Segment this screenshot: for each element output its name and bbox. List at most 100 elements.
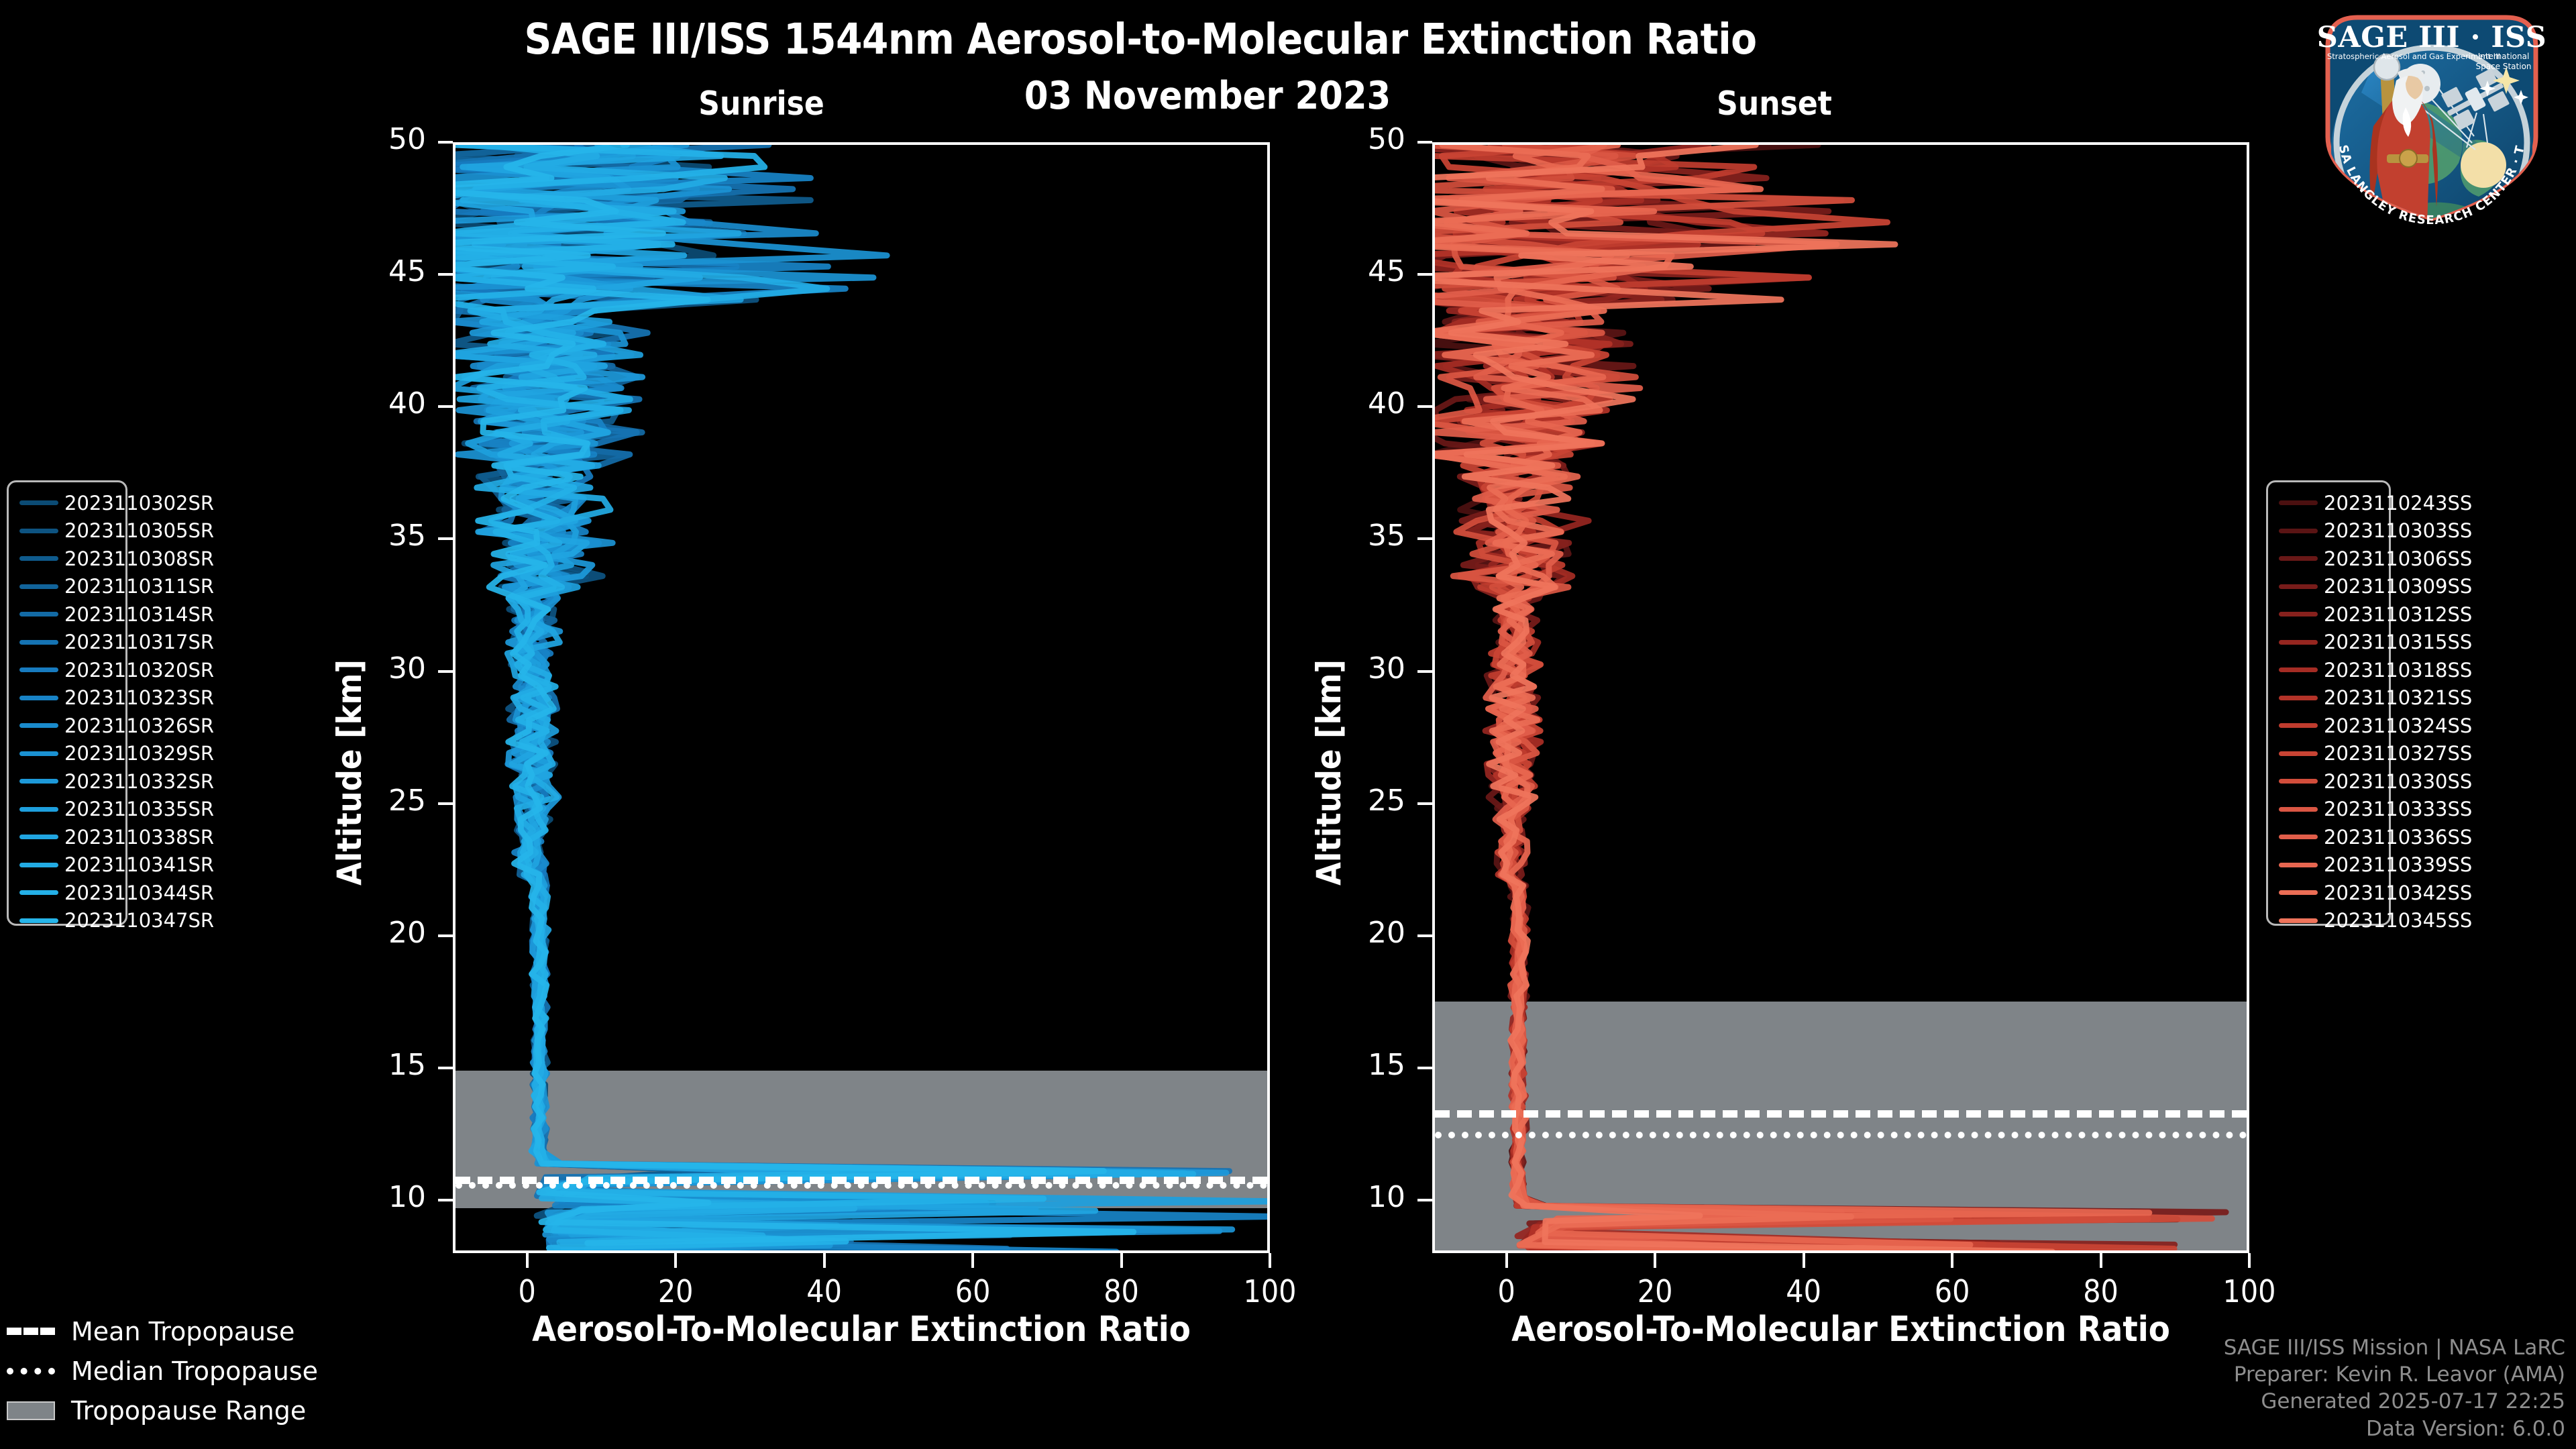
credits-block: SAGE III/ISS Mission | NASA LaRC Prepare…	[2224, 1334, 2565, 1442]
tropopause-legend-label: Median Tropopause	[71, 1356, 318, 1386]
x-axis-tick-label: 100	[1243, 1273, 1297, 1309]
legend-entry[interactable]: 2023110329SR	[19, 740, 214, 768]
legend-entry[interactable]: 2023110323SR	[19, 684, 214, 712]
tropopause-legend-marker	[7, 1367, 59, 1375]
svg-text:Stratospheric Aerosol and Gas: Stratospheric Aerosol and Gas Experiment…	[2327, 52, 2500, 61]
credits-line-generated: Generated 2025-07-17 22:25	[2261, 1389, 2565, 1414]
y-axis-tick-label: 15	[1368, 1048, 1405, 1082]
mean-tropopause-line-sunrise	[455, 1176, 1267, 1184]
y-axis-tick	[1417, 405, 1432, 409]
logo-iss	[2441, 68, 2510, 130]
legend-entry[interactable]: 2023110306SS	[2279, 545, 2472, 573]
y-axis-tick	[438, 802, 453, 805]
y-axis-tick-label: 25	[388, 783, 426, 818]
legend-entry-label: 2023110303SS	[2324, 519, 2473, 543]
x-axis-tick-label: 80	[2083, 1273, 2118, 1309]
legend-entry[interactable]: 2023110243SS	[2279, 489, 2472, 517]
legend-entry[interactable]: 2023110338SR	[19, 823, 214, 851]
legend-entry[interactable]: 2023110335SR	[19, 796, 214, 824]
svg-text:SAGE III · ISS: SAGE III · ISS	[2317, 21, 2546, 54]
date-title: 03 November 2023	[1024, 74, 1391, 118]
profile-line	[455, 145, 1230, 1250]
legend-entry[interactable]: 2023110332SR	[19, 767, 214, 796]
legend-entry-label: 2023110344SR	[64, 881, 215, 904]
y-axis-tick	[438, 537, 453, 541]
legend-entry-label: 2023110323SR	[64, 686, 215, 710]
mean-tropopause-line-sunset	[1435, 1110, 2247, 1118]
legend-entry[interactable]: 2023110314SR	[19, 600, 214, 629]
legend-color-swatch	[19, 584, 58, 589]
legend-entry[interactable]: 2023110315SS	[2279, 629, 2472, 657]
legend-color-swatch	[19, 806, 58, 812]
legend-entry[interactable]: 2023110341SR	[19, 851, 214, 879]
profile-line	[455, 145, 1137, 1246]
tropopause-legend-entry: Mean Tropopause	[7, 1311, 382, 1351]
legend-entry[interactable]: 2023110308SR	[19, 545, 214, 573]
sunset-event-legend[interactable]: 2023110243SS 2023110303SS 2023110306SS 2023…	[2266, 480, 2472, 932]
legend-entry-label: 2023110341SR	[64, 853, 215, 877]
x-axis-tick-label: 100	[2222, 1273, 2276, 1309]
legend-entry-label: 2023110338SR	[64, 825, 215, 849]
legend-entry[interactable]: 2023110342SS	[2279, 879, 2472, 907]
legend-entry-label: 2023110339SS	[2324, 853, 2473, 877]
legend-entry[interactable]: 2023110321SS	[2279, 684, 2472, 712]
y-axis-tick-label: 35	[388, 519, 426, 553]
legend-color-swatch	[2279, 528, 2318, 533]
legend-entry-label: 2023110342SS	[2324, 881, 2473, 904]
legend-entry[interactable]: 2023110305SR	[19, 517, 214, 545]
legend-color-swatch	[2279, 751, 2318, 756]
legend-entry[interactable]: 2023110317SR	[19, 629, 214, 657]
legend-entry[interactable]: 2023110311SR	[19, 573, 214, 601]
legend-entry[interactable]: 2023110336SS	[2279, 823, 2472, 851]
legend-entry-label: 2023110309SS	[2324, 575, 2473, 598]
legend-entry[interactable]: 2023110302SR	[19, 489, 214, 517]
legend-entry[interactable]: 2023110347SR	[19, 907, 214, 935]
legend-entry[interactable]: 2023110324SS	[2279, 712, 2472, 740]
legend-entry[interactable]: 2023110309SS	[2279, 573, 2472, 601]
legend-color-swatch	[19, 500, 58, 506]
y-axis-tick	[1417, 537, 1432, 541]
y-axis-tick	[438, 141, 453, 144]
legend-color-swatch	[2279, 500, 2318, 506]
legend-entry[interactable]: 2023110330SS	[2279, 767, 2472, 796]
legend-entry[interactable]: 2023110327SS	[2279, 740, 2472, 768]
y-axis-tick-label: 10	[1368, 1180, 1405, 1215]
legend-entry[interactable]: 2023110303SS	[2279, 517, 2472, 545]
legend-entry[interactable]: 2023110339SS	[2279, 851, 2472, 879]
legend-entry[interactable]: 2023110345SS	[2279, 907, 2472, 935]
legend-entry-label: 2023110302SR	[64, 491, 215, 515]
sunset-panel-title: Sunset	[1717, 85, 1832, 123]
sunrise-plot-area	[453, 142, 1270, 1253]
sunset-plot-area	[1432, 142, 2249, 1253]
y-axis-tick-label: 30	[1368, 651, 1405, 686]
x-axis-tick-label: 0	[1497, 1273, 1515, 1309]
legend-entry[interactable]: 2023110320SR	[19, 656, 214, 684]
legend-color-swatch	[2279, 612, 2318, 617]
legend-color-swatch	[2279, 584, 2318, 589]
sunrise-x-axis-label: Aerosol-To-Molecular Extinction Ratio	[532, 1309, 1191, 1350]
legend-entry-label: 2023110324SS	[2324, 714, 2473, 737]
x-axis-tick-label: 0	[518, 1273, 536, 1309]
legend-entry[interactable]: 2023110318SS	[2279, 656, 2472, 684]
y-axis-tick-label: 20	[388, 915, 426, 950]
tropopause-legend-dotted-icon	[7, 1367, 55, 1375]
legend-entry[interactable]: 2023110333SS	[2279, 796, 2472, 824]
legend-color-swatch	[19, 918, 58, 923]
legend-color-swatch	[2279, 862, 2318, 867]
tropopause-legend-entry: Median Tropopause	[7, 1351, 382, 1391]
legend-entry-label: 2023110347SR	[64, 909, 215, 932]
sunset-profile-lines	[1435, 145, 2229, 1250]
legend-entry[interactable]: 2023110312SS	[2279, 600, 2472, 629]
legend-entry[interactable]: 2023110344SR	[19, 879, 214, 907]
legend-color-swatch	[2279, 918, 2318, 923]
y-axis-tick-label: 45	[388, 254, 426, 289]
legend-color-swatch	[19, 695, 58, 700]
legend-entry[interactable]: 2023110326SR	[19, 712, 214, 740]
sunrise-event-legend[interactable]: 2023110302SR 2023110305SR 2023110308SR 2023…	[7, 480, 214, 932]
x-axis-tick	[1120, 1253, 1123, 1268]
x-axis-tick-label: 80	[1104, 1273, 1139, 1309]
legend-entry-label: 2023110327SS	[2324, 742, 2473, 765]
legend-color-swatch	[2279, 695, 2318, 700]
logo-stars	[2479, 67, 2528, 105]
legend-entry-label: 2023110314SR	[64, 602, 215, 626]
